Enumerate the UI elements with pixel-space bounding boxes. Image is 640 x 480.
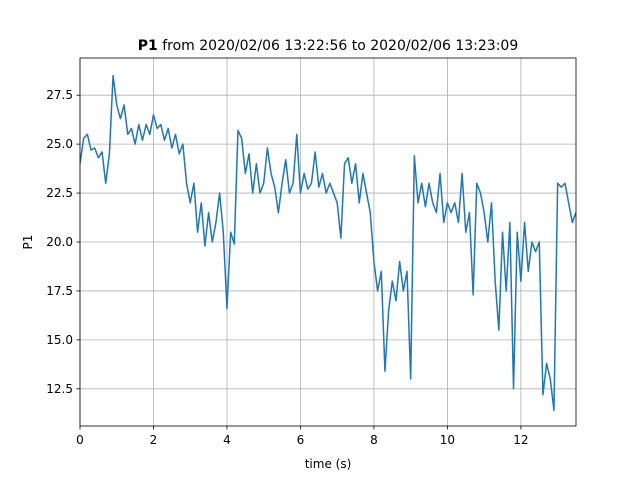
plot-frame — [79, 57, 577, 427]
title-variable: P1 — [138, 38, 158, 54]
y-tick-label: 25.0 — [46, 137, 73, 151]
y-tick-label: 12.5 — [46, 382, 73, 396]
data-line — [80, 74, 576, 412]
chart-title: P1 from 2020/02/06 13:22:56 to 2020/02/0… — [138, 38, 519, 54]
y-tick-label: 15.0 — [46, 333, 73, 347]
y-tick-label: 20.0 — [46, 235, 73, 249]
x-tick-label: 6 — [297, 433, 305, 447]
x-tick-label: 10 — [440, 433, 455, 447]
y-tick-label: 27.5 — [46, 88, 73, 102]
x-tick-label: 4 — [223, 433, 231, 447]
y-axis-label: P1 — [21, 235, 35, 250]
y-tick-label: 22.5 — [46, 186, 73, 200]
x-tick-label: 2 — [150, 433, 158, 447]
y-tick-label: 17.5 — [46, 284, 73, 298]
x-tick-label: 0 — [76, 433, 84, 447]
title-text: from 2020/02/06 13:22:56 to 2020/02/06 1… — [162, 38, 518, 54]
x-tick-label: 8 — [370, 433, 378, 447]
x-axis-label: time (s) — [305, 457, 352, 471]
x-tick-label: 12 — [513, 433, 528, 447]
